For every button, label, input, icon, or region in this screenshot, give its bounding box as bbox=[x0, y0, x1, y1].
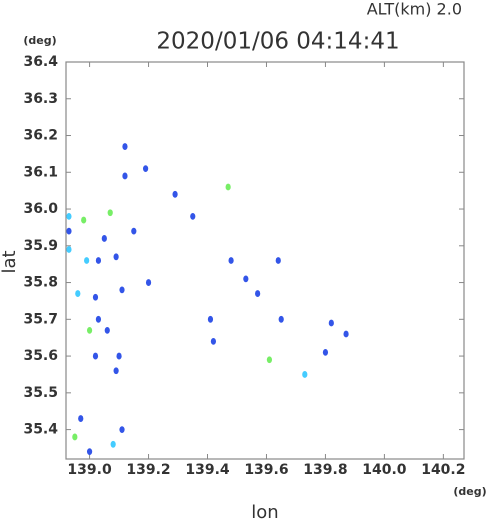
echo-point bbox=[66, 227, 72, 235]
echo-point bbox=[110, 440, 116, 448]
echo-point bbox=[278, 315, 284, 323]
x-tick-label: 139.0 bbox=[67, 462, 112, 478]
y-tick-label: 36.1 bbox=[23, 164, 58, 180]
y-tick-label: 35.9 bbox=[23, 238, 58, 254]
echo-point bbox=[322, 348, 329, 356]
echo-point bbox=[207, 315, 214, 323]
echo-point bbox=[101, 235, 107, 242]
echo-point bbox=[66, 212, 72, 220]
y-tick-label: 36.4 bbox=[23, 54, 58, 70]
echo-point bbox=[78, 415, 84, 422]
echo-point bbox=[95, 315, 102, 323]
echo-point bbox=[328, 319, 334, 327]
echo-point bbox=[131, 227, 137, 235]
echo-point bbox=[210, 337, 217, 345]
echo-point bbox=[116, 352, 122, 360]
echo-point bbox=[104, 326, 110, 334]
y-tick-label: 35.8 bbox=[23, 275, 58, 291]
echo-point bbox=[266, 356, 273, 364]
echo-point bbox=[225, 183, 231, 191]
echo-point bbox=[66, 246, 72, 253]
echo-point bbox=[95, 257, 102, 264]
x-tick-label: 139.2 bbox=[126, 462, 170, 478]
echo-point bbox=[145, 279, 152, 286]
x-tick-label: 139.4 bbox=[185, 462, 230, 478]
y-tick-label: 36.0 bbox=[23, 201, 58, 217]
echo-point bbox=[228, 257, 234, 264]
echo-point bbox=[75, 290, 81, 297]
chart-title: 2020/01/06 04:14:41 bbox=[156, 29, 399, 55]
echo-point bbox=[92, 293, 99, 301]
echo-point bbox=[86, 326, 93, 334]
echo-point bbox=[119, 286, 125, 294]
echo-point bbox=[86, 448, 93, 456]
y-tick-label: 35.7 bbox=[23, 311, 58, 327]
annotation: ALT(km) 2.0 bbox=[367, 0, 462, 19]
echo-point bbox=[113, 367, 119, 375]
echo-point bbox=[84, 257, 90, 264]
echo-point bbox=[172, 190, 178, 198]
echo-point bbox=[92, 352, 99, 360]
echo-point bbox=[72, 433, 78, 441]
x-unit: (deg) bbox=[453, 485, 486, 498]
echo-point bbox=[143, 165, 149, 173]
y-tick-label: 35.5 bbox=[23, 385, 58, 401]
echo-point bbox=[302, 371, 308, 378]
echo-point bbox=[107, 209, 113, 217]
echo-point bbox=[243, 275, 249, 283]
y-tick-label: 35.4 bbox=[23, 422, 58, 438]
echo-point bbox=[113, 253, 119, 261]
y-tick-label: 35.6 bbox=[23, 348, 58, 364]
y-tick-label: 36.3 bbox=[23, 91, 58, 107]
y-tick-label: 36.2 bbox=[23, 128, 58, 144]
x-tick-label: 140.0 bbox=[362, 462, 407, 478]
x-tick-label: 139.8 bbox=[303, 462, 347, 478]
plot-frame bbox=[65, 61, 465, 460]
y-axis-label: lat bbox=[0, 250, 20, 273]
y-unit: (deg) bbox=[23, 34, 56, 47]
x-tick-label: 140.2 bbox=[421, 462, 465, 478]
echo-point bbox=[122, 143, 128, 150]
echo-point bbox=[190, 212, 196, 220]
echo-point bbox=[122, 172, 128, 180]
x-axis-label: lon bbox=[251, 502, 278, 521]
x-tick-label: 139.6 bbox=[244, 462, 288, 478]
echo-point bbox=[343, 330, 349, 338]
echo-point bbox=[81, 216, 87, 224]
echo-point bbox=[275, 257, 281, 264]
echo-point bbox=[255, 290, 261, 297]
echo-point bbox=[119, 426, 125, 433]
